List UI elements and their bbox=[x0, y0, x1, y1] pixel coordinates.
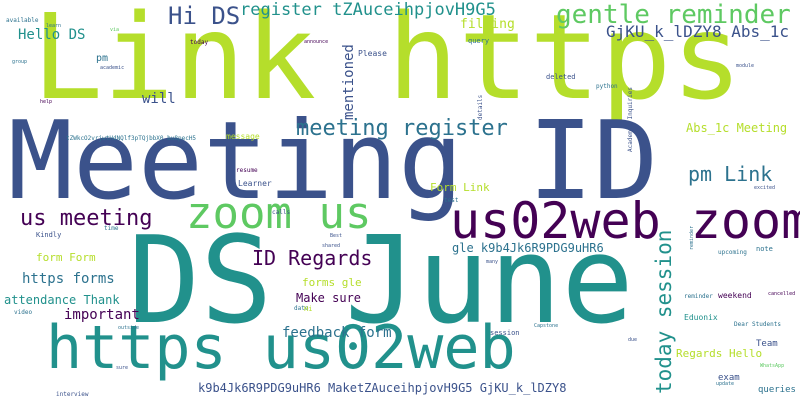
word-ds-june: DS June bbox=[128, 212, 634, 351]
word-group: group bbox=[12, 59, 28, 65]
word-video: video bbox=[14, 309, 33, 316]
word-please: Please bbox=[358, 49, 387, 58]
word-announce: announce bbox=[304, 39, 329, 45]
word-many: many bbox=[486, 259, 499, 265]
word-filling: filling bbox=[460, 17, 515, 32]
word-update: update bbox=[716, 381, 735, 387]
word-hi-ds: Hi DS bbox=[168, 2, 241, 30]
word-important: important bbox=[64, 307, 140, 323]
word-learn: learn bbox=[46, 23, 62, 29]
word-long-link: tZWkcO2vrjwtHdNQlf3pTQjbbX0 bu8pecH5 bbox=[66, 135, 197, 142]
word-excited: excited bbox=[754, 185, 776, 191]
word-shared: shared bbox=[322, 243, 341, 249]
word-https-forms: https forms bbox=[22, 271, 115, 287]
word-attendance-thank: attendance Thank bbox=[4, 293, 120, 307]
word-best: Best bbox=[330, 233, 343, 239]
word-via: via bbox=[110, 27, 120, 33]
word-exam: exam bbox=[718, 373, 740, 383]
word-https-us02web: https us02web bbox=[46, 313, 516, 383]
word-zoom-us: zoom us bbox=[186, 188, 372, 239]
word-hi: Hi bbox=[304, 305, 313, 313]
word-form-link: Form Link bbox=[430, 181, 490, 194]
word-link-https: Link https bbox=[32, 0, 743, 126]
word-make-sure: Make sure bbox=[296, 291, 362, 305]
word-cancelled: cancelled bbox=[768, 291, 796, 297]
word-gentle-reminder: gentle reminder bbox=[556, 0, 791, 30]
word-query: query bbox=[468, 37, 490, 45]
word-capstone: Capstone bbox=[534, 323, 559, 329]
word-meeting-id: Meeting ID bbox=[8, 99, 659, 224]
word-feedback-form: feedback form bbox=[282, 325, 392, 341]
word-module: module bbox=[736, 63, 755, 69]
word-will: will bbox=[142, 91, 176, 107]
word-meeting-register: meeting register bbox=[296, 116, 508, 141]
word-interview: interview bbox=[56, 391, 89, 398]
word-pm-link: pm Link bbox=[688, 162, 773, 186]
word-academic-inquiries: Academic Inquiries bbox=[627, 86, 634, 152]
word-details: details bbox=[477, 94, 484, 120]
word-gjku-abs: GjKU_k_lDZY8 Abs_1c bbox=[606, 22, 790, 41]
word-learner: Learner bbox=[238, 179, 272, 188]
word-whatsapp: WhatsApp bbox=[760, 363, 785, 369]
word-test: test bbox=[444, 197, 459, 204]
word-session: session bbox=[490, 329, 520, 337]
word-outside: outside bbox=[118, 325, 140, 331]
word-resume: resume bbox=[236, 167, 258, 174]
word-regards-hello: Regards Hello bbox=[676, 347, 763, 360]
word-upcoming: upcoming bbox=[718, 249, 747, 256]
word-today-session: today session bbox=[652, 229, 676, 394]
word-dear-students: Dear Students bbox=[734, 321, 781, 328]
word-today: today bbox=[190, 39, 209, 46]
word-time: time bbox=[104, 225, 119, 232]
word-id-regards: ID Regards bbox=[252, 246, 373, 270]
word-due: due bbox=[628, 337, 638, 343]
word-academic: academic bbox=[100, 65, 125, 71]
word-reminder-v: reminder bbox=[689, 225, 695, 250]
word-reminder: reminder bbox=[684, 293, 713, 300]
word-us02web-zoom: us02web zoom bbox=[450, 192, 800, 250]
word-available: available bbox=[6, 17, 39, 24]
word-sure: sure bbox=[116, 365, 129, 371]
word-k9b-bottom: k9b4Jk6R9PDG9uHR6 MaketZAuceihpjovH9G5 G… bbox=[198, 381, 567, 395]
word-pm: pm bbox=[96, 53, 109, 64]
word-note: note bbox=[756, 245, 773, 253]
word-deleted: deleted bbox=[546, 73, 576, 81]
word-form-form: form Form bbox=[36, 251, 96, 264]
word-weekend: weekend bbox=[718, 291, 752, 300]
word-kindly: Kindly bbox=[36, 231, 62, 239]
word-eduonix: Eduonix bbox=[684, 313, 718, 322]
word-abs-meeting: Abs_1c Meeting bbox=[686, 121, 788, 135]
word-calls: calls bbox=[272, 209, 291, 216]
word-mentioned: mentioned bbox=[341, 44, 357, 120]
word-us-meeting: us meeting bbox=[20, 206, 153, 231]
word-hello-ds: Hello DS bbox=[18, 27, 86, 43]
word-team: Team bbox=[756, 339, 778, 349]
word-date: date bbox=[294, 305, 309, 312]
word-gle-k9b: gle k9b4Jk6R9PDG9uHR6 bbox=[452, 241, 604, 255]
word-message: message bbox=[226, 132, 260, 141]
word-python: python bbox=[596, 83, 618, 90]
word-queries: queries bbox=[758, 385, 796, 395]
word-register-tz: register tZAuceihpjovH9G5 bbox=[240, 0, 496, 20]
word-forms-gle: forms gle bbox=[302, 276, 362, 289]
word-help: help bbox=[40, 99, 53, 105]
